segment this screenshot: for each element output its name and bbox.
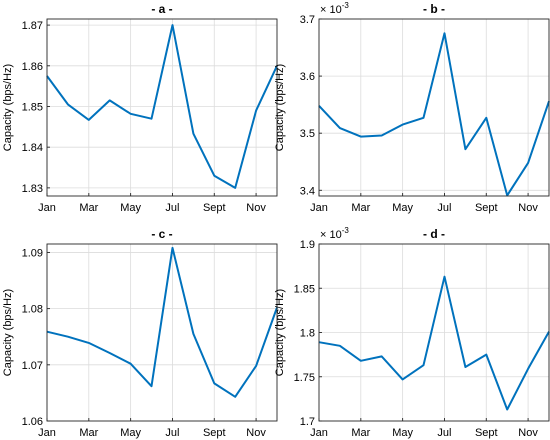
subplot-title: - a - (151, 2, 172, 16)
x-tick-label: May (392, 202, 413, 214)
plot-area (47, 244, 277, 421)
x-tick-label: Mar (351, 202, 370, 214)
subplot-c: 1.06 1.07 1.08 1.09 Jan Mar May Jul Sept Nov - c -… (2, 227, 278, 439)
x-tick-label: Jan (38, 427, 56, 439)
y-tick-label: 3.4 (300, 185, 315, 197)
y-tick-label: 1.87 (22, 20, 43, 32)
y-tick-label: 1.86 (22, 61, 43, 73)
y-tick-label: 1.84 (22, 142, 43, 154)
y-tick-label: 1.83 (22, 183, 43, 195)
y-tick-label: 1.85 (22, 101, 43, 113)
x-tick-label: Jan (310, 202, 328, 214)
y-tick-label: 1.75 (294, 372, 315, 384)
subplot-title: - b - (423, 2, 445, 16)
capacity-line (318, 32, 550, 197)
x-tick-label: Nov (246, 202, 266, 214)
x-tick-label: May (120, 202, 141, 214)
x-tick-label: Nov (246, 427, 266, 439)
y-axis-exponent: × 10-3 (320, 226, 349, 241)
y-tick-label: 1.08 (22, 304, 43, 316)
capacity-line (46, 24, 278, 189)
x-tick-label: Mar (79, 202, 98, 214)
y-tick-label: 1.7 (300, 416, 315, 428)
subplot-a: 1.83 1.84 1.85 1.86 1.87 Jan Mar May Jul Sept Nov -… (2, 2, 278, 214)
x-tick-label: Jan (310, 427, 328, 439)
subplot-title: - c - (151, 227, 172, 241)
x-tick-label: Sept (475, 427, 498, 439)
capacity-line (46, 246, 278, 398)
y-tick-label: 1.9 (300, 239, 315, 251)
x-tick-label: Mar (351, 427, 370, 439)
y-tick-label: 3.7 (300, 14, 315, 26)
y-axis-exponent: × 10-3 (320, 1, 349, 16)
plot-area (319, 19, 549, 196)
y-tick-label: 1.8 (300, 328, 315, 340)
axes-frame (46, 243, 278, 422)
x-tick-label: Sept (203, 202, 226, 214)
x-tick-label: Nov (518, 202, 538, 214)
x-tick-label: Jul (165, 202, 179, 214)
y-tick-label: 1.06 (22, 416, 43, 428)
y-tick-label: 1.09 (22, 247, 43, 259)
y-axis-label: Capacity (bps/Hz) (274, 64, 286, 151)
subplot-title: - d - (423, 227, 445, 241)
x-tick-label: Jul (165, 427, 179, 439)
y-tick-label: 1.07 (22, 360, 43, 372)
y-tick-label: 3.6 (300, 71, 315, 83)
x-tick-label: Jul (437, 202, 451, 214)
y-axis-label: Capacity (bps/Hz) (274, 289, 286, 376)
x-tick-label: May (120, 427, 141, 439)
subplot-d: 1.7 1.75 1.8 1.85 1.9 Jan Mar May Jul Sept Nov - d … (274, 226, 550, 439)
plot-area (47, 19, 277, 196)
y-axis-label: Capacity (bps/Hz) (2, 64, 14, 151)
x-tick-label: May (392, 427, 413, 439)
y-axis-label: Capacity (bps/Hz) (2, 289, 14, 376)
x-tick-label: Mar (79, 427, 98, 439)
x-tick-label: Nov (518, 427, 538, 439)
axes-frame (318, 18, 550, 197)
x-tick-label: Sept (203, 427, 226, 439)
subplot-b: 3.4 3.5 3.6 3.7 Jan Mar May Jul Sept Nov - b - Capa… (274, 1, 550, 214)
y-tick-label: 1.85 (294, 283, 315, 295)
capacity-line (318, 275, 550, 411)
axes-frame (46, 18, 278, 197)
x-tick-label: Jan (38, 202, 56, 214)
x-tick-label: Jul (437, 427, 451, 439)
y-tick-label: 3.5 (300, 128, 315, 140)
x-tick-label: Sept (475, 202, 498, 214)
